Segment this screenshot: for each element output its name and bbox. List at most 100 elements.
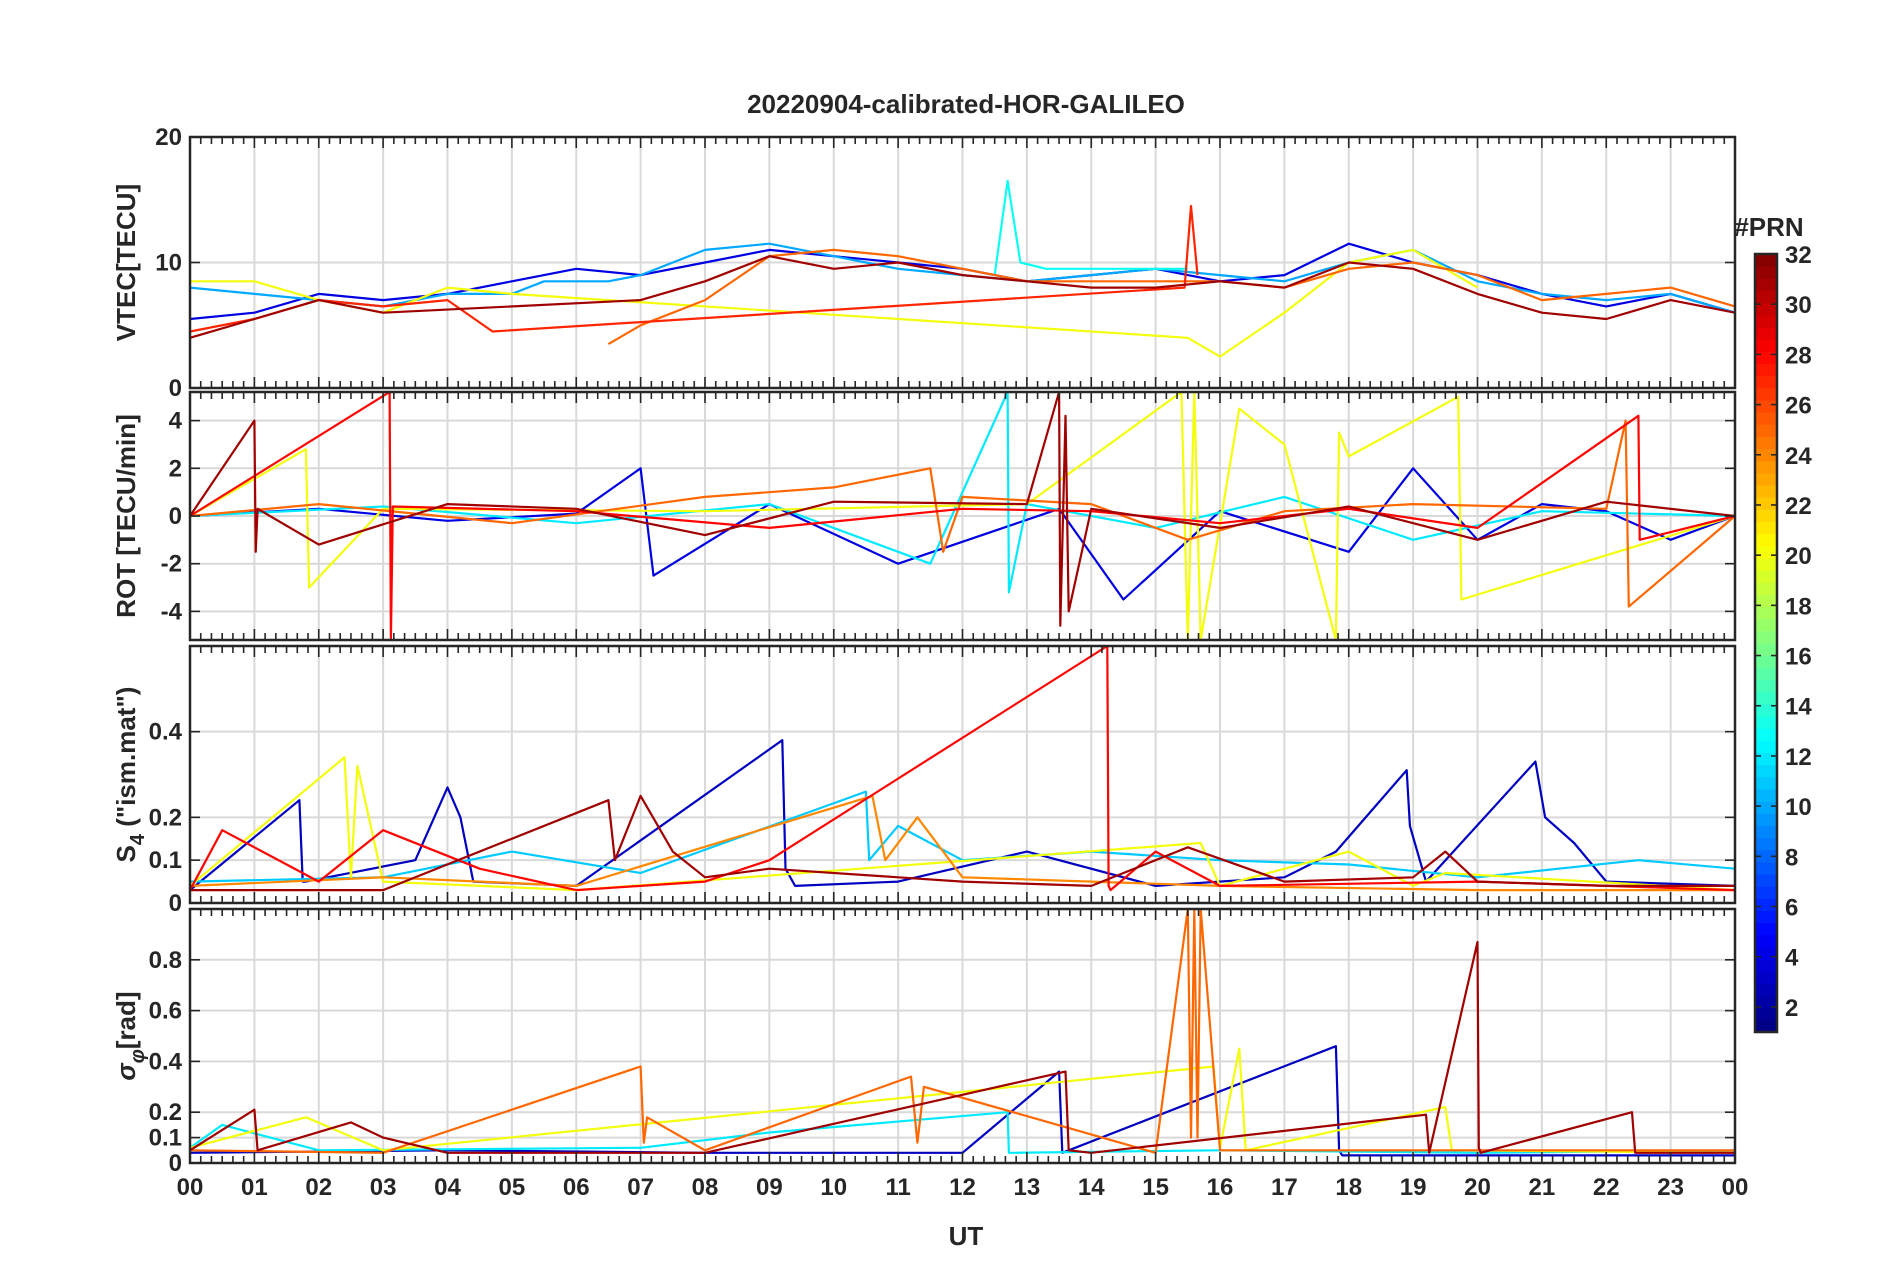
colorbar-segment [1755,594,1777,608]
colorbar-segment [1755,582,1777,595]
colorbar-segment [1755,679,1777,693]
series-prn-31 [190,794,1735,892]
colorbar-segment [1755,691,1777,705]
x-tick-label: 02 [305,1174,332,1201]
colorbar-segment [1755,788,1777,802]
colorbar-segment [1755,910,1777,924]
y-axis-label-main: σ [111,1062,141,1081]
y-axis-label-sub: 4 [127,833,149,845]
colorbar-segment [1755,1007,1777,1021]
x-tick-label: 10 [820,1174,847,1201]
panel-rot-frame [188,390,1737,642]
x-tick-label: 12 [949,1174,976,1201]
colorbar-title: #PRN [1734,212,1803,242]
series-prn-13 [993,179,1188,276]
colorbar-segment [1755,521,1777,535]
x-tick-label: 04 [434,1174,461,1201]
colorbar-segment [1755,886,1777,899]
y-axis-label-main: S [111,845,141,862]
y-tick-label: -2 [161,551,182,578]
y-tick-label: 0.2 [149,1099,182,1126]
y-axis-label: ROT [TECU/min] [111,414,141,618]
y-axis-label: VTEC[TECU] [111,184,141,341]
colorbar-segment [1755,630,1777,644]
colorbar-tick-label: 24 [1785,443,1812,470]
colorbar-segment [1755,266,1777,279]
colorbar-tick-label: 18 [1785,593,1812,620]
colorbar-segment [1755,849,1777,863]
x-tick-label: 22 [1593,1174,1620,1201]
series-prn-20 [190,392,1735,640]
x-tick-label: 17 [1271,1174,1298,1201]
series-prn-31 [190,255,1735,339]
colorbar-tick-label: 4 [1785,945,1799,972]
colorbar-segment [1755,412,1777,425]
y-tick-label: 2 [169,455,182,482]
x-tick-label: 13 [1014,1174,1041,1201]
x-tick-label: 23 [1657,1174,1684,1201]
colorbar-segment [1755,825,1777,839]
colorbar-segment [1755,387,1777,401]
x-tick-label: 19 [1400,1174,1427,1201]
colorbar-tick-label: 26 [1785,393,1812,420]
colorbar-segment [1755,339,1777,352]
y-tick-label: 20 [155,124,182,151]
panel-vtec-frame [188,135,1737,390]
panel-sigma-frame [188,907,1737,1165]
x-tick-label: 14 [1078,1174,1105,1201]
colorbar-segment [1755,326,1777,340]
panel-vtec: 0 10 20 VTEC[TECU] [111,124,1737,402]
colorbar-segment [1755,302,1777,316]
series-prn-4 [190,467,1735,601]
colorbar-segment [1755,448,1777,462]
x-tick-label: 03 [370,1174,397,1201]
panel-sigma-series-group [190,909,1735,1157]
x-tick-label: 07 [627,1174,654,1201]
colorbar-segment [1755,667,1777,681]
colorbar-segment [1755,314,1777,328]
colorbar-segment [1755,290,1777,304]
colorbar-segment [1755,728,1777,741]
colorbar-tick-label: 16 [1785,644,1812,671]
colorbar-segment [1755,946,1777,960]
y-tick-label: 10 [155,250,182,277]
series-prn-3 [190,739,1735,891]
colorbar-segment [1755,399,1777,413]
colorbar-segment [1755,254,1777,267]
colorbar-segment [1755,740,1777,754]
y-tick-label: 4 [169,408,183,435]
colorbar-segment [1755,363,1777,377]
colorbar-segment [1755,472,1777,486]
panel-sigma: 00.10.20.40.60.8σφ[rad]00 01 02 03 04 05 06 07 0… [111,907,1748,1201]
y-axis-label-sub: φ [127,1049,149,1063]
colorbar-segment [1755,703,1777,717]
colorbar-segment [1755,484,1777,498]
series-prn-25 [190,909,1735,1154]
x-tick-label: 00 [177,1174,204,1201]
y-tick-label: 0.1 [149,847,182,874]
colorbar-segment [1755,922,1777,936]
y-tick-label: 0.6 [149,998,182,1025]
colorbar-tick-label: 28 [1785,342,1812,369]
colorbar-segment [1755,813,1777,826]
series-prn-31 [190,392,1735,627]
colorbar-tick-label: 10 [1785,794,1812,821]
colorbar-tick-label: 20 [1785,543,1812,570]
colorbar-segment [1755,351,1777,365]
y-axis-label: S4 ("ism.mat") [111,687,149,863]
y-tick-label: 0 [169,1150,182,1177]
colorbar-segment [1755,545,1777,559]
colorbar-tick-label: 12 [1785,744,1812,771]
colorbar-segment [1755,570,1777,583]
y-tick-label: -4 [161,598,183,625]
colorbar-segment [1755,837,1777,851]
y-tick-label: 0.1 [149,1125,182,1152]
x-tick-label: 11 [885,1174,910,1201]
colorbar-segment [1755,509,1777,523]
colorbar-segment [1755,934,1777,948]
y-tick-label: 0 [169,503,182,530]
colorbar-tick-label: 6 [1785,895,1798,922]
colorbar-tick-label: 32 [1785,242,1812,269]
